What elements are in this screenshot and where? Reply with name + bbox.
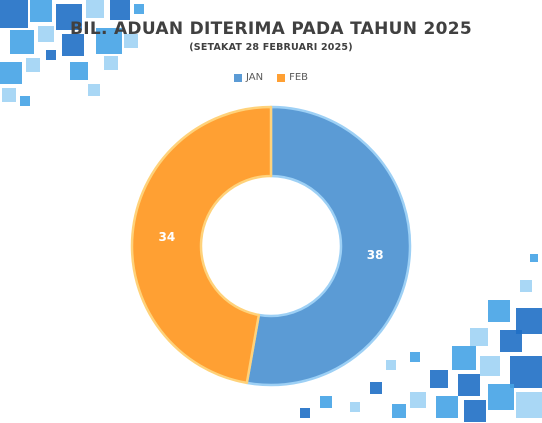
decorative-square bbox=[104, 56, 118, 70]
decorative-square bbox=[134, 4, 144, 14]
decorative-square bbox=[500, 330, 522, 352]
decorative-square bbox=[516, 308, 542, 334]
decorative-square bbox=[300, 408, 310, 418]
decorative-square bbox=[488, 300, 510, 322]
data-label-feb: 34 bbox=[159, 230, 176, 244]
decorative-square bbox=[480, 356, 500, 376]
legend-label-feb: FEB bbox=[289, 72, 309, 83]
decorative-square bbox=[124, 34, 138, 48]
decorative-square bbox=[38, 26, 54, 42]
decorative-square bbox=[10, 30, 34, 54]
decorative-square bbox=[350, 402, 360, 412]
decorative-square bbox=[26, 58, 40, 72]
decorative-square bbox=[0, 0, 28, 28]
decorative-square bbox=[436, 396, 458, 418]
decorative-square bbox=[86, 0, 104, 18]
decorative-square bbox=[458, 374, 480, 396]
decorative-square bbox=[410, 392, 426, 408]
decorative-square bbox=[392, 404, 406, 418]
legend-label-jan: JAN bbox=[245, 72, 264, 83]
decorative-square bbox=[2, 88, 16, 102]
slice-feb bbox=[130, 105, 273, 385]
decorative-square bbox=[430, 370, 448, 388]
chart-legend: JAN FEB bbox=[0, 72, 542, 83]
slice-jan bbox=[245, 105, 412, 387]
decorative-square bbox=[46, 50, 56, 60]
decorative-square bbox=[510, 356, 542, 388]
decorative-square bbox=[520, 280, 532, 292]
decorative-square bbox=[88, 84, 100, 96]
decorative-square bbox=[488, 384, 514, 410]
legend-swatch-feb bbox=[277, 73, 286, 82]
decorative-square bbox=[452, 346, 476, 370]
decorative-square bbox=[410, 352, 420, 362]
decorative-square bbox=[70, 62, 88, 80]
decorative-square bbox=[96, 28, 122, 54]
decorative-square bbox=[30, 0, 52, 22]
data-label-jan: 38 bbox=[367, 248, 384, 262]
decorative-square bbox=[320, 396, 332, 408]
decorative-square bbox=[464, 400, 486, 422]
legend-item-jan: JAN bbox=[233, 72, 264, 83]
chart-title: BIL. ADUAN DITERIMA PADA TAHUN 2025 bbox=[69, 19, 473, 39]
decorative-square bbox=[516, 392, 542, 418]
decorative-square bbox=[62, 34, 84, 56]
decorative-square bbox=[370, 382, 382, 394]
chart-subtitle: (SETAKAT 28 FEBRUARI 2025) bbox=[189, 42, 353, 53]
decorative-square bbox=[110, 0, 130, 20]
legend-swatch-jan bbox=[233, 73, 242, 82]
decorative-square bbox=[20, 96, 30, 106]
decorative-square bbox=[0, 62, 22, 84]
decorative-square bbox=[56, 4, 82, 30]
decorative-square bbox=[470, 328, 488, 346]
decorative-square bbox=[530, 254, 538, 262]
legend-item-feb: FEB bbox=[277, 72, 308, 83]
decorative-square bbox=[386, 360, 396, 370]
